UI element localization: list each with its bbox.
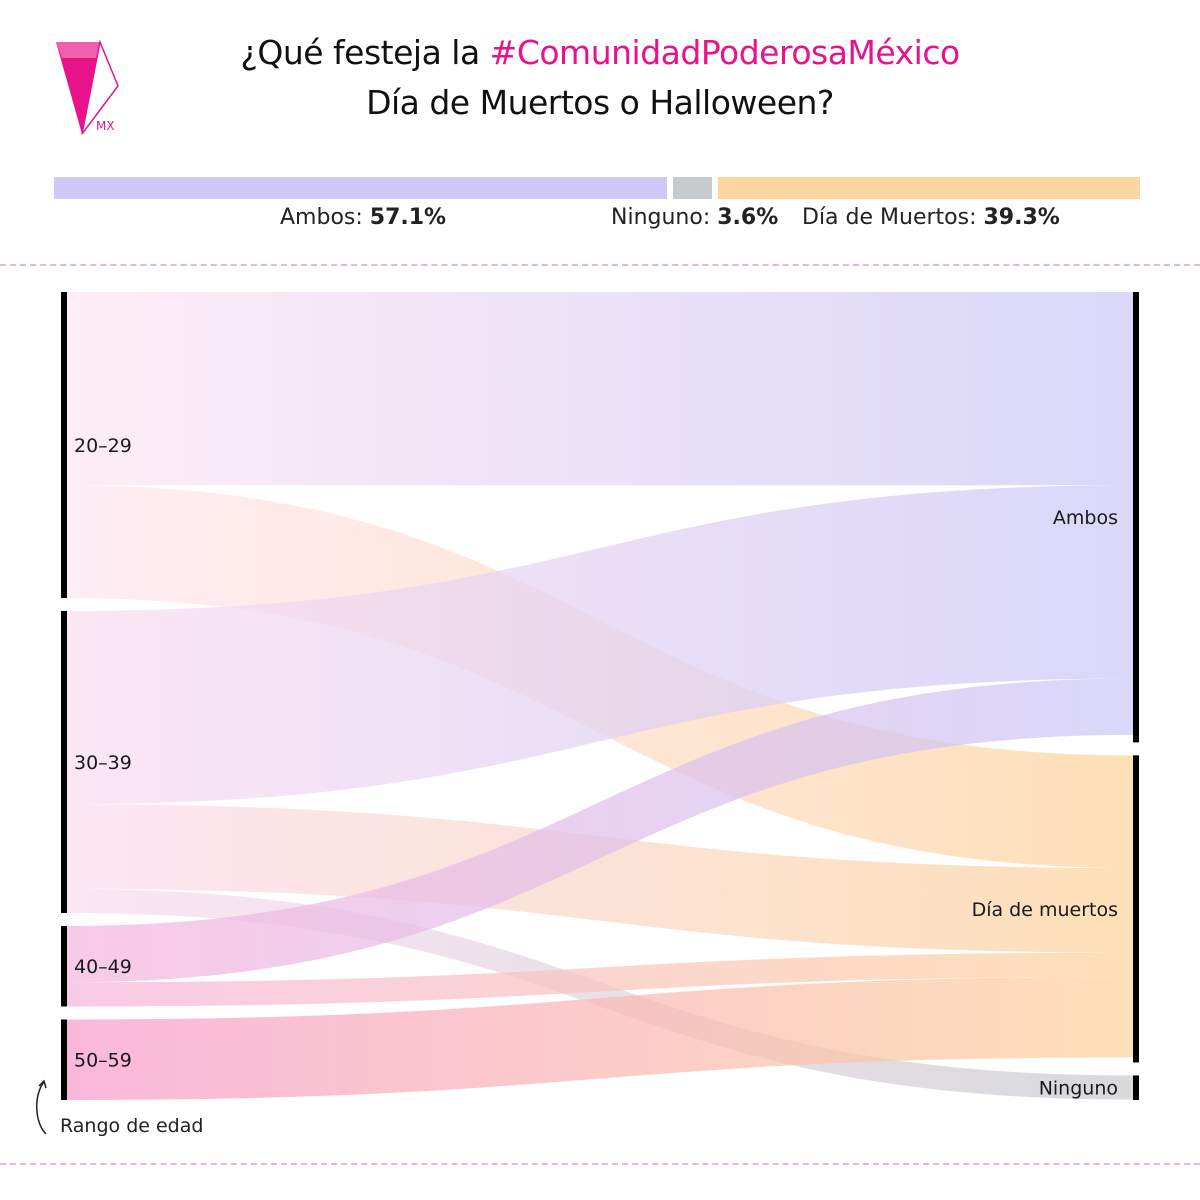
summary-label-día-de-muertos: Día de Muertos: 39.3% xyxy=(802,205,1060,230)
summary-label-value: 57.1% xyxy=(369,205,447,230)
sankey-link-30-39-to-ambos xyxy=(66,485,1133,805)
target-label-ninguno: Ninguno xyxy=(1039,1078,1118,1100)
summary-bar-ambos xyxy=(54,177,668,199)
summary-label-text: Día de Muertos: xyxy=(802,205,984,230)
source-node-50-59 xyxy=(61,1019,67,1100)
summary-label-value: 3.6% xyxy=(717,205,779,230)
target-label-ambos: Ambos xyxy=(1053,507,1118,529)
sankey-link-40-49-to-día-de-muertos xyxy=(66,952,1133,1007)
summary-label-value: 39.3% xyxy=(983,205,1060,230)
sankey-link-40-49-to-ambos xyxy=(66,678,1133,983)
source-node-20-29 xyxy=(61,292,67,598)
target-node-ambos xyxy=(1133,292,1139,743)
sankey-links xyxy=(66,292,1133,1100)
summary-label-ambos: Ambos: 57.1% xyxy=(280,205,446,230)
source-label-20-29: 20–29 xyxy=(74,435,132,457)
title-hashtag: #ComunidadPoderosaMéxico xyxy=(489,33,960,72)
summary-label-text: Ambos: xyxy=(280,205,370,230)
logo-text: MX xyxy=(96,119,115,133)
top-divider xyxy=(0,264,1200,266)
source-node-40-49 xyxy=(61,925,67,1007)
source-node-30-39 xyxy=(61,610,67,913)
sankey-link-30-39-to-día-de-muertos xyxy=(66,804,1133,953)
curved-arrow-icon xyxy=(36,1079,47,1135)
source-label-40-49: 40–49 xyxy=(74,956,132,978)
source-label-50-59: 50–59 xyxy=(74,1050,132,1072)
summary-bar-ninguno xyxy=(673,177,712,199)
axis-caption: Rango de edad xyxy=(60,1115,204,1137)
summary-bar-día-de-muertos xyxy=(717,177,1140,199)
bottom-divider xyxy=(0,1163,1200,1165)
title-prefix: ¿Qué festeja la xyxy=(240,33,490,72)
logo-icon: MX xyxy=(56,39,119,135)
source-label-30-39: 30–39 xyxy=(74,752,132,774)
target-node-día-de-muertos xyxy=(1133,755,1139,1063)
sankey-link-50-59-to-día-de-muertos xyxy=(66,976,1133,1100)
title-line2: Día de Muertos o Halloween? xyxy=(366,83,834,122)
summary-label-text: Ninguno: xyxy=(611,205,718,230)
summary-label-ninguno: Ninguno: 3.6% xyxy=(611,205,778,230)
page-title: ¿Qué festeja la #ComunidadPoderosaMéxico… xyxy=(130,28,1070,128)
target-node-ninguno xyxy=(1133,1075,1139,1100)
target-label-día-de-muertos: Día de muertos xyxy=(972,899,1118,921)
sankey-link-20-29-to-ambos xyxy=(66,292,1133,486)
sankey-link-30-39-to-ninguno xyxy=(66,888,1133,1100)
